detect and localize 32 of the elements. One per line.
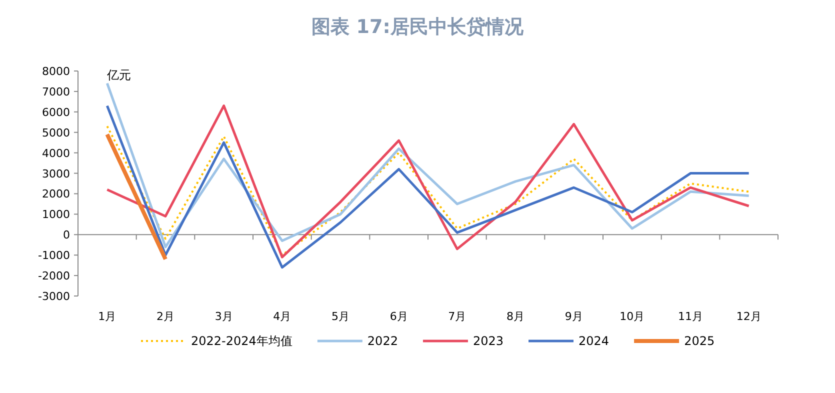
y-tick-label: 2000 xyxy=(42,188,70,201)
y-tick-label: 7000 xyxy=(42,85,70,98)
legend-label: 2024 xyxy=(578,334,610,348)
x-tick-label: 12月 xyxy=(736,310,762,323)
chart-title: 图表 17:居民中长贷情况 xyxy=(312,16,524,38)
x-tick-label: 3月 xyxy=(214,310,233,323)
y-tick-label: -1000 xyxy=(38,249,70,262)
legend-label: 2022 xyxy=(367,334,398,348)
y-tick-label: 1000 xyxy=(42,208,70,222)
annotation: 亿元 xyxy=(106,68,132,82)
y-tick-label: 4000 xyxy=(42,146,70,160)
y-tick-label: -3000 xyxy=(38,290,70,303)
y-tick-label: 3000 xyxy=(42,167,70,180)
x-tick-label: 8月 xyxy=(506,310,524,323)
legend-label: 2025 xyxy=(684,334,715,348)
y-tick-label: 6000 xyxy=(42,106,70,119)
y-tick-label: 8000 xyxy=(42,65,70,78)
y-tick-label: 5000 xyxy=(42,126,70,140)
x-tick-label: 11月 xyxy=(678,310,703,323)
x-tick-label: 6月 xyxy=(390,310,408,323)
x-tick-label: 9月 xyxy=(564,310,583,323)
legend-label: 2022-2024年均值 xyxy=(191,334,292,348)
y-tick-label: 0 xyxy=(63,228,70,242)
x-tick-label: 10月 xyxy=(620,310,645,323)
x-tick-label: 5月 xyxy=(332,310,350,323)
y-tick-label: -2000 xyxy=(38,270,70,283)
x-tick-label: 1月 xyxy=(98,310,116,323)
legend-label: 2023 xyxy=(472,334,504,348)
x-tick-label: 4月 xyxy=(273,310,292,323)
x-tick-label: 7月 xyxy=(448,310,466,323)
line-series xyxy=(106,82,750,248)
x-tick-label: 2月 xyxy=(156,310,174,323)
